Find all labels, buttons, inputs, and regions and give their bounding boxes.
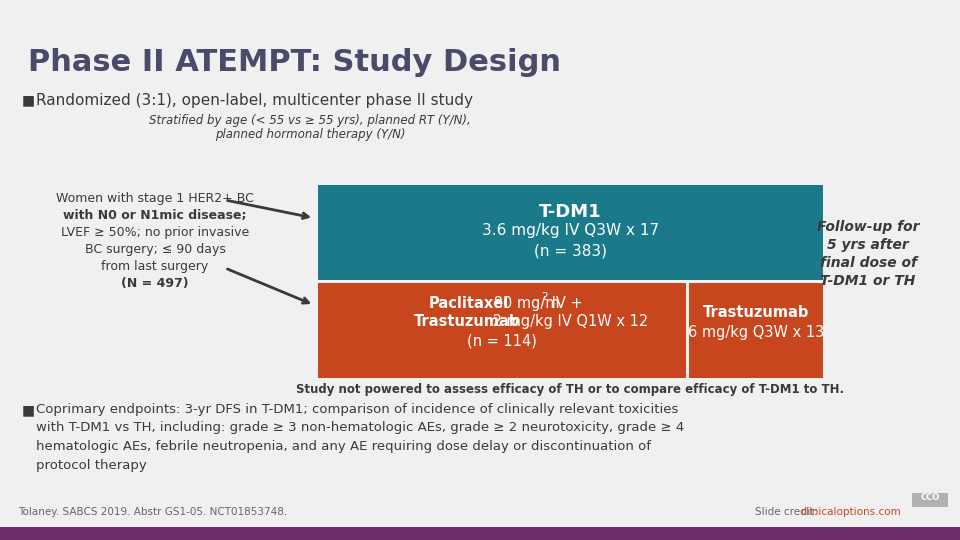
Text: T-DM1 or TH: T-DM1 or TH: [820, 274, 916, 288]
Text: (N = 497): (N = 497): [121, 277, 189, 290]
Text: 3.6 mg/kg IV Q3W x 17: 3.6 mg/kg IV Q3W x 17: [482, 223, 660, 238]
Text: Paclitaxel: Paclitaxel: [429, 296, 509, 311]
Text: Study not powered to assess efficacy of TH or to compare efficacy of T-DM1 to TH: Study not powered to assess efficacy of …: [296, 383, 844, 396]
Text: CCO: CCO: [921, 493, 940, 502]
Text: 80 mg/m: 80 mg/m: [489, 296, 560, 311]
Text: IV +: IV +: [547, 296, 583, 311]
Text: with N0 or N1mic disease;: with N0 or N1mic disease;: [63, 209, 247, 222]
Text: BC surgery; ≤ 90 days: BC surgery; ≤ 90 days: [84, 243, 226, 256]
Text: 2 mg/kg IV Q1W x 12: 2 mg/kg IV Q1W x 12: [488, 314, 648, 329]
Text: 5 yrs after: 5 yrs after: [828, 238, 909, 252]
FancyBboxPatch shape: [689, 283, 823, 378]
Bar: [0, 527, 960, 540]
Text: Trastuzumab: Trastuzumab: [414, 314, 520, 329]
Text: Coprimary endpoints: 3-yr DFS in T-DM1; comparison of incidence of clinically re: Coprimary endpoints: 3-yr DFS in T-DM1; …: [36, 403, 684, 471]
Text: Phase II ATEMPT: Study Design: Phase II ATEMPT: Study Design: [28, 48, 561, 77]
Text: Follow-up for: Follow-up for: [817, 220, 920, 234]
Text: from last surgery: from last surgery: [102, 260, 208, 273]
Text: T-DM1: T-DM1: [540, 203, 602, 221]
Text: ■: ■: [22, 403, 36, 417]
Text: clinicaloptions.com: clinicaloptions.com: [800, 507, 900, 517]
Text: Slide credit:: Slide credit:: [755, 507, 821, 517]
Text: planned hormonal therapy (Y/N): planned hormonal therapy (Y/N): [215, 128, 405, 141]
FancyBboxPatch shape: [318, 185, 823, 280]
Text: (n = 383): (n = 383): [534, 244, 607, 259]
FancyBboxPatch shape: [318, 283, 686, 378]
Text: 6 mg/kg Q3W x 13: 6 mg/kg Q3W x 13: [688, 325, 824, 340]
Text: ■: ■: [22, 93, 36, 107]
Text: final dose of: final dose of: [820, 256, 917, 270]
Text: Tolaney. SABCS 2019. Abstr GS1-05. NCT01853748.: Tolaney. SABCS 2019. Abstr GS1-05. NCT01…: [18, 507, 287, 517]
FancyBboxPatch shape: [912, 493, 948, 507]
Text: Women with stage 1 HER2+ BC: Women with stage 1 HER2+ BC: [56, 192, 254, 205]
Text: (n = 114): (n = 114): [468, 333, 537, 348]
Text: Stratified by age (< 55 vs ≥ 55 yrs), planned RT (Y/N),: Stratified by age (< 55 vs ≥ 55 yrs), pl…: [149, 114, 470, 127]
Text: 2: 2: [541, 292, 547, 302]
Text: Trastuzumab: Trastuzumab: [703, 305, 809, 320]
Text: LVEF ≥ 50%; no prior invasive: LVEF ≥ 50%; no prior invasive: [60, 226, 250, 239]
Text: Randomized (3:1), open-label, multicenter phase II study: Randomized (3:1), open-label, multicente…: [36, 93, 473, 108]
